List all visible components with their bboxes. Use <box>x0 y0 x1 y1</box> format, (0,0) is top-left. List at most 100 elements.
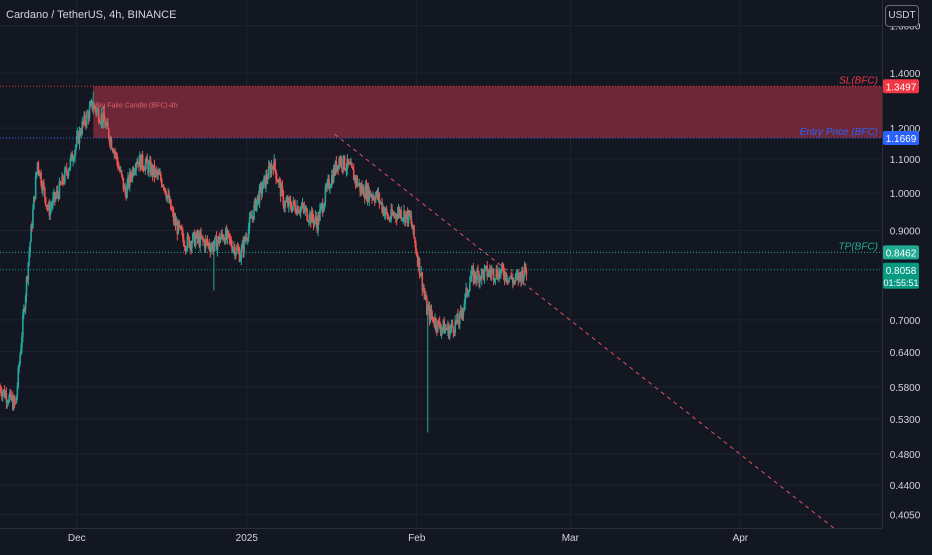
candle-body <box>290 207 293 212</box>
candle-body <box>73 158 75 160</box>
bfc-zone-rect[interactable] <box>93 86 882 139</box>
candle-body <box>240 248 243 259</box>
candle-body <box>400 210 403 220</box>
candle-body <box>204 239 207 249</box>
candle-body <box>447 324 449 331</box>
candle-body <box>12 397 15 410</box>
candle-body <box>314 216 317 221</box>
candle-body <box>397 208 400 214</box>
candle-body <box>302 203 305 208</box>
candle-body <box>435 318 437 329</box>
candle-body <box>162 185 165 188</box>
candle-body <box>364 185 367 199</box>
candle-body <box>131 168 134 179</box>
y-tick-label: 0.7000 <box>890 316 921 327</box>
title-separator: , <box>103 9 110 21</box>
candle-body <box>331 175 334 183</box>
candle-body <box>121 174 124 179</box>
candle-body <box>510 275 512 278</box>
x-tick-label: Mar <box>562 533 580 544</box>
candle-body <box>212 244 214 252</box>
candle-body <box>250 216 253 219</box>
candle-body <box>1 392 4 397</box>
candle-body <box>333 168 336 175</box>
candle-body <box>362 187 365 197</box>
candle-body <box>103 111 105 121</box>
candle-body <box>424 293 426 299</box>
candle-body <box>277 180 279 183</box>
candle-body <box>136 163 138 164</box>
candle-body <box>471 268 474 270</box>
trendline-layer[interactable] <box>334 133 834 529</box>
y-tick-label: 0.9000 <box>890 226 921 237</box>
candle-body <box>440 329 443 333</box>
candle-body <box>113 150 116 154</box>
candle-body <box>490 270 493 275</box>
candle-body <box>353 176 356 181</box>
trendline-dashed[interactable] <box>334 133 834 529</box>
candle-body <box>89 103 92 107</box>
candle-body <box>243 237 245 253</box>
candle-body <box>132 168 135 175</box>
candle-body <box>425 297 427 299</box>
candle-body <box>219 238 222 243</box>
candle-body <box>372 195 374 198</box>
time-scale[interactable]: Dec 2025 Feb Mar Apr <box>68 533 749 544</box>
candle-body <box>4 393 7 398</box>
bar-countdown: 01:55:51 <box>883 278 918 288</box>
candle-body <box>64 169 66 183</box>
candle-body <box>402 218 404 219</box>
candle-body <box>205 239 208 241</box>
candle-body <box>476 269 478 281</box>
candle-body <box>169 199 171 203</box>
candle-body <box>375 191 378 196</box>
candle-body <box>336 165 339 172</box>
candle-body <box>458 322 460 325</box>
candle-body <box>310 210 313 223</box>
candles <box>0 91 528 433</box>
candle-body <box>101 114 104 124</box>
candle-body <box>335 161 338 172</box>
y-tick-label: 0.6400 <box>890 348 921 359</box>
candle-body <box>108 138 111 145</box>
candle-body <box>196 231 199 239</box>
candle-body <box>119 170 122 172</box>
candle-body <box>173 218 176 222</box>
bfc-zone-label: Big Fake Candle (BFC)-4h <box>95 102 178 109</box>
candle-body <box>486 265 488 276</box>
currency-button[interactable]: USDT <box>885 5 919 27</box>
symbol-title[interactable]: Cardano / TetherUS, 4h, BINANCE <box>6 9 176 21</box>
candle-body <box>194 237 197 247</box>
candle-body <box>419 274 422 276</box>
level-lines: SL(BFC) Entry Price (BFC) TP(BFC) <box>0 75 882 271</box>
candle-body <box>368 190 371 201</box>
candle-body <box>297 206 299 214</box>
symbol-interval[interactable]: 4h <box>109 9 122 21</box>
level-price-text: 0.8462 <box>886 248 917 259</box>
candle-body <box>147 162 149 173</box>
candle-body <box>135 163 137 170</box>
candle-body <box>18 364 20 368</box>
candle-body <box>256 199 258 211</box>
candle-body <box>468 290 470 293</box>
candle-body <box>500 264 503 270</box>
candle-body <box>168 193 170 203</box>
candle-body <box>294 204 297 212</box>
candle-body <box>300 206 303 208</box>
candle-body <box>334 161 337 175</box>
symbol-name[interactable]: Cardano / TetherUS <box>6 9 104 21</box>
candle-body <box>507 280 509 282</box>
candle-body <box>88 106 91 119</box>
candle-body <box>262 179 265 189</box>
candle-body <box>238 250 241 262</box>
candle-body <box>503 275 506 280</box>
candle-body <box>24 296 27 310</box>
price-scale[interactable]: 1.6000 1.4000 1.2000 1.1000 1.0000 0.9000 0.70… <box>890 22 921 522</box>
candle-body <box>199 233 201 247</box>
candle-body <box>408 210 411 216</box>
candle-body <box>246 238 249 240</box>
candle-body <box>298 212 301 213</box>
